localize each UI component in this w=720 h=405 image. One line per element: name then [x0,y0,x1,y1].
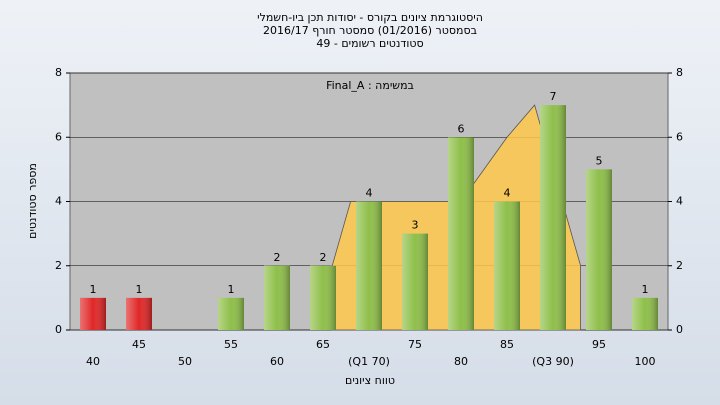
y-tick-label: 2 [55,259,62,272]
data-label: 4 [504,187,511,200]
x-tick-label: 85 [500,338,514,351]
y-tick-label: 8 [55,66,62,79]
y2-tick-label: 8 [676,66,683,79]
x-tick-label: 95 [592,338,606,351]
x-tick-label: 45 [132,338,146,351]
data-label: 3 [412,219,419,232]
data-label: 6 [458,122,465,135]
bar-shine [310,265,336,330]
x-tick-label: 100 [635,355,656,368]
x-tick-label: 40 [86,355,100,368]
data-label: 5 [596,154,603,167]
bar-shine [80,297,106,330]
x-tick-label: 75 [408,338,422,351]
bar-shine [218,297,244,330]
y2-tick-label: 4 [676,195,683,208]
y-tick-label: 6 [55,130,62,143]
bar-shine [356,201,382,330]
y-axis-label: מספר סטודנטים [26,163,39,239]
x-tick-label: 50 [178,355,192,368]
chart-title: סטודנטים רשומים - 49 [316,37,423,50]
bar-shine [632,297,658,330]
x-tick-label: (Q3 90) [532,355,574,368]
y2-tick-label: 0 [676,323,683,336]
data-label: 2 [320,251,327,264]
data-label: 1 [642,283,649,296]
x-tick-label: 65 [316,338,330,351]
chart-title: היסטוגרמת ציונים בקורס - יסודות תכן ביו-… [257,11,483,24]
data-label: 1 [136,283,143,296]
bar-shine [126,297,152,330]
x-tick-label: 60 [270,355,284,368]
data-label: 7 [550,90,557,103]
y2-tick-label: 2 [676,259,683,272]
x-tick-label: 80 [454,355,468,368]
bar-shine [402,233,428,330]
bar-shine [448,137,474,330]
bar-shine [494,201,520,330]
data-label: 1 [90,283,97,296]
data-label: 2 [274,251,281,264]
x-tick-label: (Q1 70) [348,355,390,368]
data-label: 4 [366,187,373,200]
data-label: 1 [228,283,235,296]
x-axis-label: טווח ציונים [345,374,395,387]
annotation: Final_A : במשימה [326,79,414,92]
bar-shine [540,105,566,330]
chart-title: בסמסטר (01/2016) סמסטר חורף 2016/17 [263,24,477,37]
bar-shine [586,169,612,330]
y2-tick-label: 6 [676,130,683,143]
y-tick-label: 4 [55,195,62,208]
bar-shine [264,265,290,330]
x-tick-label: 55 [224,338,238,351]
y-tick-label: 0 [55,323,62,336]
